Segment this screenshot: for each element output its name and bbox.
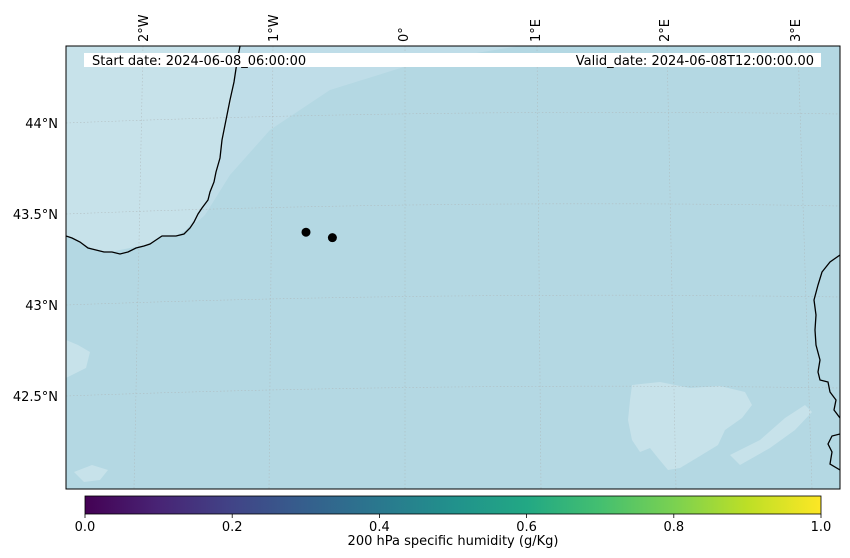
colorbar-ticks: 0.0 0.2 0.4 0.6 0.8 1.0 [75, 514, 832, 535]
lon-label: 1°W [267, 14, 282, 42]
valid-date-label: Valid_date: 2024-06-08T12:00:00.00 [576, 54, 814, 69]
lon-label: 0° [397, 27, 412, 42]
colorbar: 0.0 0.2 0.4 0.6 0.8 1.0 200 hPa specific humi… [75, 495, 832, 549]
colorbar-tick-label: 0.8 [663, 520, 684, 535]
colorbar-tick-label: 0.4 [369, 520, 390, 535]
colorbar-tick-label: 0.2 [222, 520, 243, 535]
lat-label: 43.5°N [13, 208, 58, 223]
land-region-iberia [628, 382, 752, 470]
lat-label: 42.5°N [13, 390, 58, 405]
coastline-east-lower [827, 433, 840, 471]
colorbar-gradient [84, 495, 822, 515]
coastline-france [66, 46, 241, 255]
land-region-west-edge [66, 340, 90, 378]
observation-point [301, 227, 311, 237]
coastline-east [813, 254, 840, 419]
longitude-labels: 2°W 1°W 0° 1°E 2°E 3°E [137, 14, 804, 42]
lon-label: 2°E [658, 19, 673, 42]
land-region-france [66, 46, 240, 252]
lon-label: 2°W [137, 14, 152, 42]
colorbar-tick-label: 0.0 [75, 520, 96, 535]
lat-label: 43°N [25, 299, 58, 314]
map-area [66, 46, 840, 489]
observation-point [327, 233, 337, 243]
start-date-label: Start date: 2024-06-08_06:00:00 [92, 54, 306, 69]
colorbar-tick-label: 0.6 [516, 520, 537, 535]
map-frame [65, 45, 841, 490]
gridlines [66, 46, 840, 489]
land-region-island [730, 405, 812, 465]
lat-label: 44°N [25, 117, 58, 132]
latitude-labels: 44°N 43.5°N 43°N 42.5°N [13, 117, 58, 405]
colorbar-label: 200 hPa specific humidity (g/Kg) [348, 534, 559, 549]
land-region-small-islet [74, 465, 108, 482]
lon-label: 1°E [529, 19, 544, 42]
lon-label: 3°E [789, 19, 804, 42]
date-banner [84, 53, 821, 67]
colorbar-tick-label: 1.0 [811, 520, 832, 535]
observation-points [301, 227, 337, 243]
land-gradient-band [186, 46, 520, 232]
